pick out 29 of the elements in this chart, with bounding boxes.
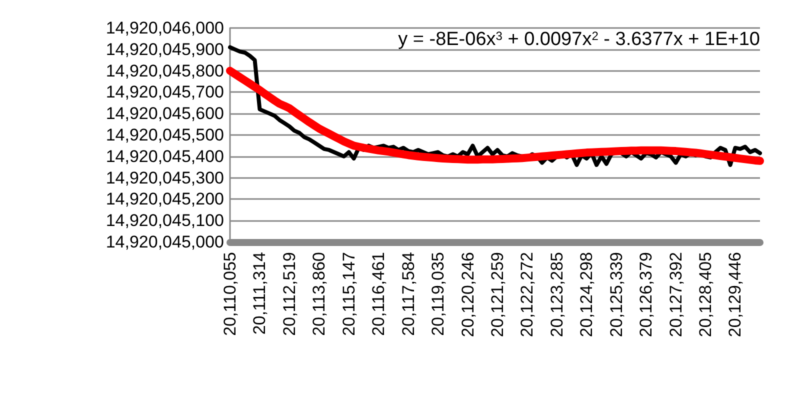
y-tick-label: 14,920,046,000 — [106, 18, 224, 38]
x-tick-label: 20,119,035 — [428, 252, 448, 336]
x-tick-label: 20,111,314 — [250, 252, 270, 335]
x-tick-label: 20,122,272 — [518, 252, 537, 338]
x-tick-label: 20,120,246 — [458, 252, 478, 338]
y-tick-label: 14,920,045,000 — [106, 232, 224, 252]
x-tick-label: 20,113,860 — [310, 252, 329, 336]
y-tick-label: 14,920,045,700 — [106, 82, 224, 102]
y-tick-label: 14,920,045,900 — [106, 40, 224, 59]
x-tick-label: 20,110,055 — [220, 252, 240, 336]
y-tick-label: 14,920,045,800 — [106, 61, 224, 80]
x-tick-label: 20,126,379 — [636, 252, 656, 338]
x-tick-label: 20,127,392 — [666, 252, 686, 338]
y-tick-label: 14,920,045,200 — [106, 190, 224, 209]
y-tick-label: 14,920,045,400 — [106, 146, 224, 166]
x-tick-label: 20,128,405 — [696, 252, 716, 338]
y-tick-label: 14,920,045,100 — [106, 211, 224, 230]
x-tick-label: 20,115,147 — [339, 252, 358, 336]
y-tick-label: 14,920,045,600 — [106, 104, 224, 124]
y-tick-label: 14,920,045,500 — [106, 126, 224, 144]
y-tick-label: 14,920,045,300 — [106, 168, 224, 188]
x-tick-label: 20,117,584 — [398, 252, 418, 336]
x-tick-label: 20,121,259 — [488, 252, 507, 338]
x-tick-label: 20,116,461 — [369, 252, 388, 336]
x-tick-label: 20,124,298 — [577, 252, 596, 338]
x-tick-label: 20,129,446 — [726, 252, 745, 338]
x-tick-label: 20,112,519 — [280, 252, 299, 336]
x-tick-label: 20,125,339 — [606, 252, 626, 338]
x-tick-label: 20,123,285 — [547, 252, 566, 338]
